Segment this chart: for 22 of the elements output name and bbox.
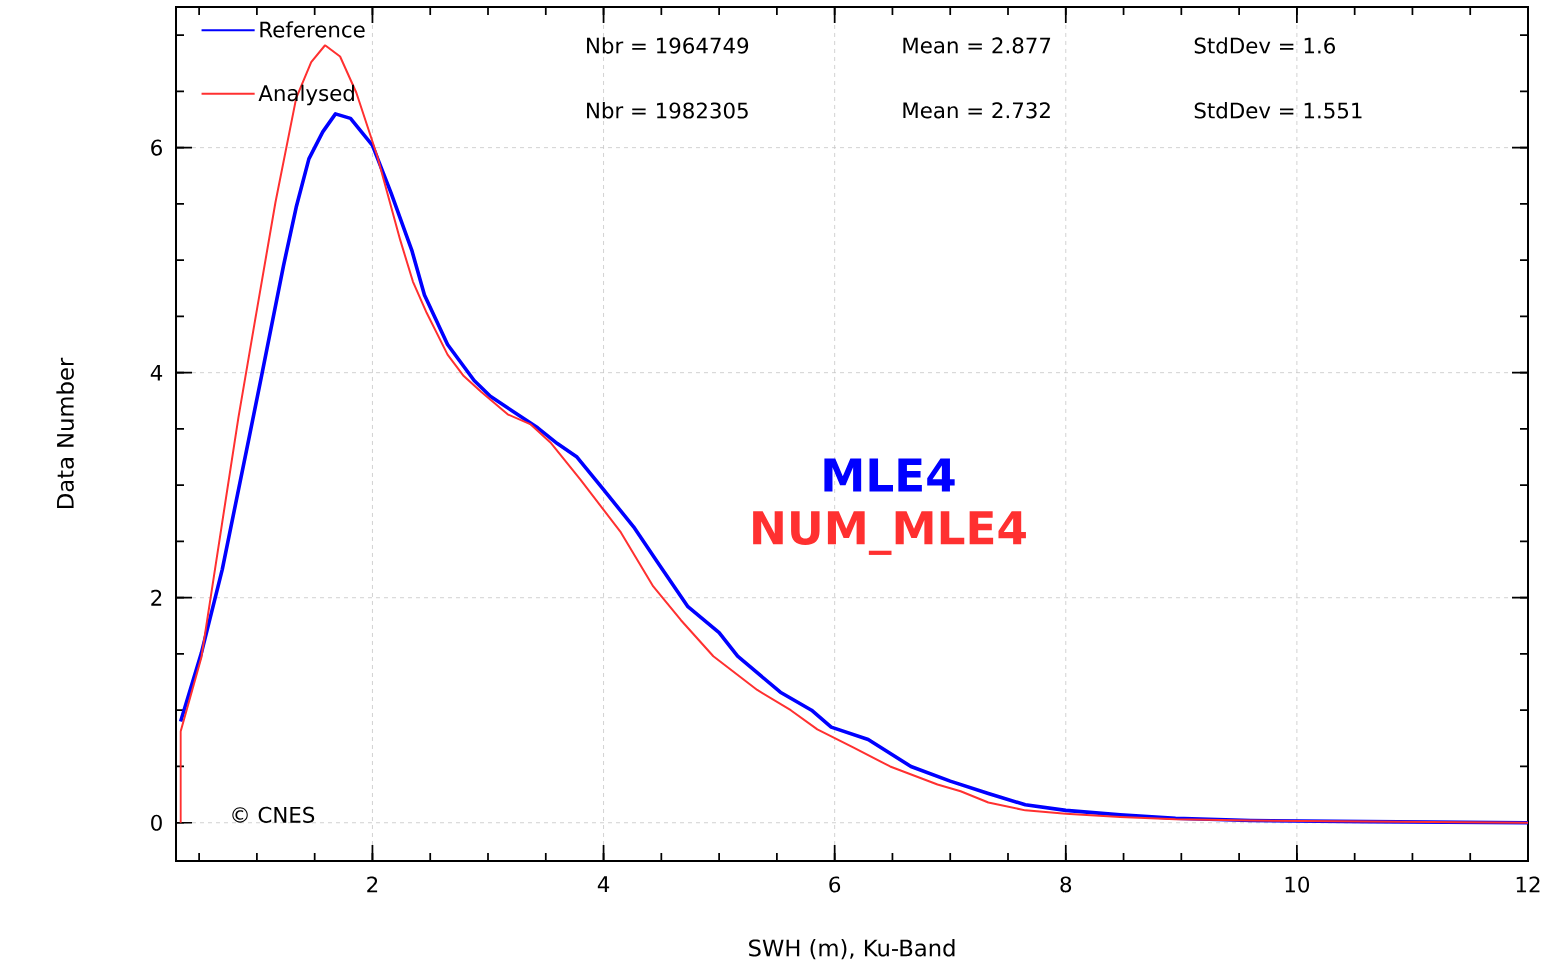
x-tick-label: 4: [597, 876, 610, 892]
annotation: Nbr = 1964749: [587, 37, 749, 54]
annotation: StdDev = 1.6: [1194, 37, 1335, 54]
annotation: NUM_MLE4: [753, 511, 1026, 555]
annotation: MLE4: [824, 458, 955, 492]
y-tick-label: 6: [151, 139, 162, 156]
annotation: © CNES: [232, 806, 315, 823]
annotation: Mean = 2.877: [903, 37, 1051, 54]
x-tick-label: 10: [1285, 876, 1310, 893]
y-tick-label: 2: [151, 589, 162, 606]
x-tick-label: 8: [1060, 876, 1072, 893]
annotation: Mean = 2.732: [903, 102, 1050, 119]
x-tick-label: 2: [367, 876, 378, 893]
y-tick-label: 4: [150, 364, 163, 381]
x-axis-title: SWH (m), Ku-Band: [749, 938, 955, 960]
y-tick-label: 0: [151, 814, 162, 831]
x-tick-label: 6: [829, 876, 841, 893]
annotation: Nbr = 1982305: [587, 102, 748, 119]
x-tick-label: 12: [1516, 876, 1540, 893]
annotation: StdDev = 1.551: [1194, 102, 1362, 119]
y-axis-title: Data Number: [56, 357, 74, 508]
legend-label: Reference: [260, 21, 365, 38]
